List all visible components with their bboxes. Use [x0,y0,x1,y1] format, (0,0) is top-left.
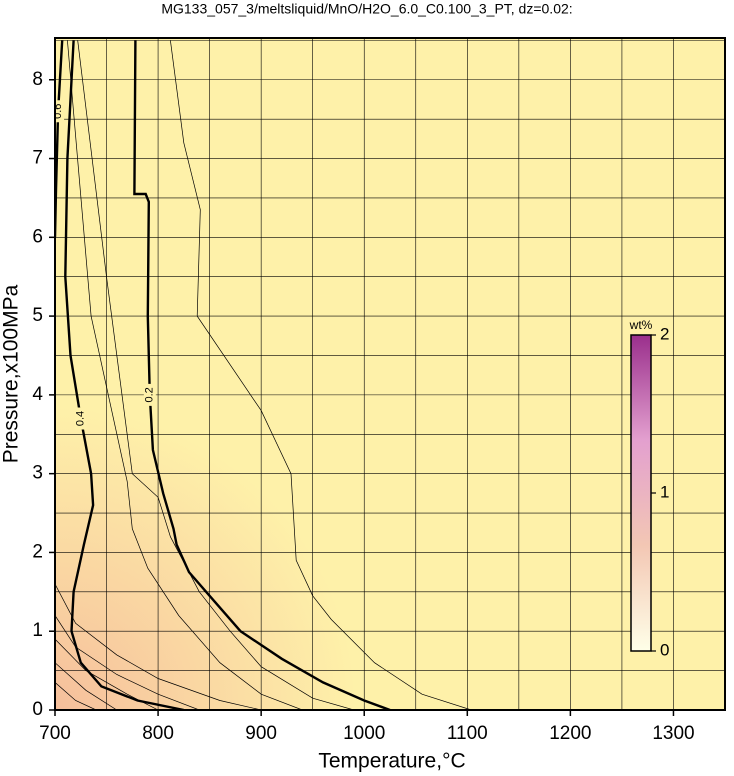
y-tick-label: 6 [32,226,43,247]
contour-line [67,40,303,710]
y-tick-label: 4 [32,384,43,405]
contour-line [55,662,117,710]
y-tick-label: 7 [32,148,43,169]
y-tick-label: 8 [32,69,43,90]
contour-label: 0.4 [75,411,87,426]
contour-line [55,615,200,710]
y-axis-label: Pressure,x100MPa [0,284,23,463]
x-tick-label: 700 [39,723,71,744]
colorbar-scale [630,334,652,652]
chart-title: MG133_057_3/meltsliquid/MnO/H2O_6.0_C0.1… [161,1,572,17]
x-tick-label: 1000 [343,723,385,744]
x-tick-label: 1200 [549,723,591,744]
plot-area: 0.2 0.4 0.6 [52,38,725,710]
x-tick-label: 900 [245,723,277,744]
colorbar-label: wt% [629,318,653,332]
contour-line [55,638,159,710]
contour-line [55,682,97,710]
contour-label-bg [55,100,65,123]
colorbar-tick-label: 0 [660,640,669,659]
y-tick-label: 1 [32,620,43,641]
x-axis-label: Temperature,°C [318,750,465,773]
y-tick-label: 5 [32,305,43,326]
contour-label: 0.6 [52,104,64,119]
y-tick-label: 0 [32,699,43,720]
contour-label-bg [143,383,156,406]
y-tick-label: 2 [32,541,43,562]
plot-frame [54,37,726,711]
plot-background [55,38,725,710]
contour-line [133,40,391,710]
contour-line [170,40,472,710]
contour-line [64,40,185,710]
colorbar-tick-label: 1 [660,482,669,501]
axes: 700 800 900 1000 1100 1200 1300 0 1 2 3 4 5 6 7 8 [32,69,694,744]
contour-label-bg [74,407,87,430]
x-tick-label: 1300 [652,723,694,744]
x-tick-label: 1100 [447,723,488,744]
x-tick-label: 800 [142,723,174,744]
colorbar-tick-label: 2 [660,324,669,343]
colorbar: wt% 0 1 2 [629,318,670,659]
contour-label: 0.2 [144,387,156,402]
y-tick-label: 3 [32,463,43,484]
contour-line [55,583,262,710]
contour-line [77,40,354,710]
